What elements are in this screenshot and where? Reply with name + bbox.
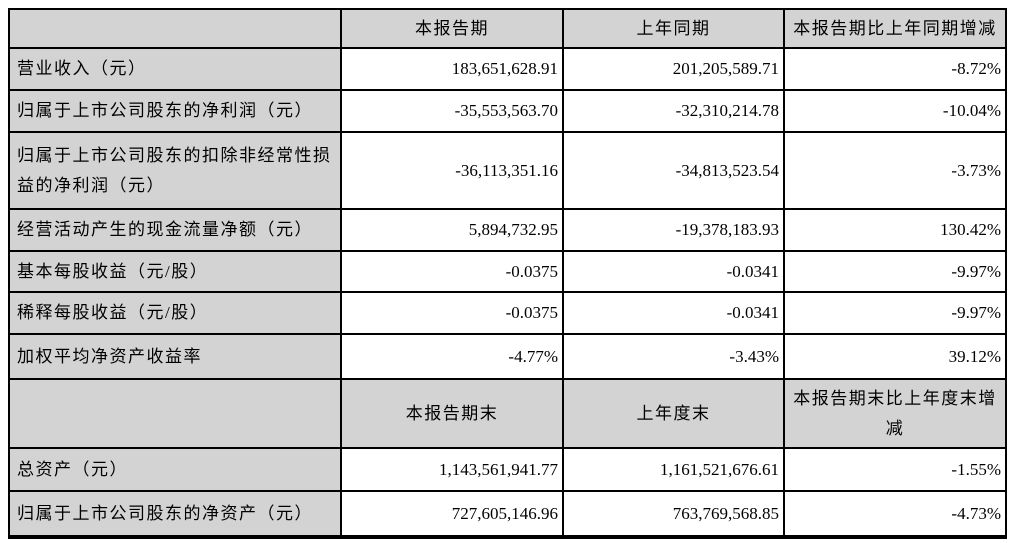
- header-period-change: 本报告期比上年同期增减: [783, 8, 1007, 49]
- row-label: 归属于上市公司股东的净资产（元）: [8, 490, 342, 539]
- row-label: 总资产（元）: [8, 447, 342, 492]
- table-row: 稀释每股收益（元/股） -0.0375 -0.0341 -9.97%: [8, 291, 1007, 335]
- section2-header-row: 本报告期末 上年度末 本报告期末比上年度末增减: [8, 378, 1007, 449]
- header-prior-period: 上年同期: [562, 8, 785, 49]
- row-label: 营业收入（元）: [8, 47, 342, 91]
- corner-cell: [8, 8, 342, 49]
- row-prior-value: -0.0341: [562, 291, 785, 335]
- row-prior-value: -19,378,183.93: [562, 208, 785, 252]
- row-change-value: -8.72%: [783, 47, 1007, 91]
- table-row: 总资产（元） 1,143,561,941.77 1,161,521,676.61…: [8, 447, 1007, 492]
- row-label: 经营活动产生的现金流量净额（元）: [8, 208, 342, 252]
- row-prior-value: 763,769,568.85: [562, 490, 785, 539]
- row-label: 加权平均净资产收益率: [8, 333, 342, 380]
- row-change-value: -1.55%: [783, 447, 1007, 492]
- header-period-end-change: 本报告期末比上年度末增减: [783, 378, 1007, 449]
- table-row: 基本每股收益（元/股） -0.0375 -0.0341 -9.97%: [8, 250, 1007, 293]
- row-change-value: 39.12%: [783, 333, 1007, 380]
- row-label: 基本每股收益（元/股）: [8, 250, 342, 293]
- row-current-value: -35,553,563.70: [340, 89, 564, 133]
- header-current-period-end: 本报告期末: [340, 378, 564, 449]
- table-row: 归属于上市公司股东的扣除非经常性损益的净利润（元） -36,113,351.16…: [8, 131, 1007, 210]
- corner-cell: [8, 378, 342, 449]
- row-label: 归属于上市公司股东的净利润（元）: [8, 89, 342, 133]
- row-change-value: -4.73%: [783, 490, 1007, 539]
- row-current-value: -0.0375: [340, 250, 564, 293]
- row-change-value: 130.42%: [783, 208, 1007, 252]
- row-current-value: -36,113,351.16: [340, 131, 564, 210]
- header-current-period: 本报告期: [340, 8, 564, 49]
- section1-header-row: 本报告期 上年同期 本报告期比上年同期增减: [8, 8, 1007, 49]
- table-row: 加权平均净资产收益率 -4.77% -3.43% 39.12%: [8, 333, 1007, 380]
- header-prior-year-end: 上年度末: [562, 378, 785, 449]
- row-prior-value: 201,205,589.71: [562, 47, 785, 91]
- row-change-value: -9.97%: [783, 291, 1007, 335]
- row-change-value: -3.73%: [783, 131, 1007, 210]
- table-row: 归属于上市公司股东的净资产（元） 727,605,146.96 763,769,…: [8, 490, 1007, 539]
- row-current-value: 727,605,146.96: [340, 490, 564, 539]
- table-row: 经营活动产生的现金流量净额（元） 5,894,732.95 -19,378,18…: [8, 208, 1007, 252]
- row-current-value: 5,894,732.95: [340, 208, 564, 252]
- row-current-value: 183,651,628.91: [340, 47, 564, 91]
- table-row: 归属于上市公司股东的净利润（元） -35,553,563.70 -32,310,…: [8, 89, 1007, 133]
- row-prior-value: -3.43%: [562, 333, 785, 380]
- row-change-value: -10.04%: [783, 89, 1007, 133]
- row-prior-value: -34,813,523.54: [562, 131, 785, 210]
- row-prior-value: -0.0341: [562, 250, 785, 293]
- table-row: 营业收入（元） 183,651,628.91 201,205,589.71 -8…: [8, 47, 1007, 91]
- row-current-value: -4.77%: [340, 333, 564, 380]
- row-current-value: -0.0375: [340, 291, 564, 335]
- row-current-value: 1,143,561,941.77: [340, 447, 564, 492]
- row-change-value: -9.97%: [783, 250, 1007, 293]
- row-label: 归属于上市公司股东的扣除非经常性损益的净利润（元）: [8, 131, 342, 210]
- row-label: 稀释每股收益（元/股）: [8, 291, 342, 335]
- row-prior-value: -32,310,214.78: [562, 89, 785, 133]
- row-prior-value: 1,161,521,676.61: [562, 447, 785, 492]
- key-financial-data-table: 本报告期 上年同期 本报告期比上年同期增减 营业收入（元） 183,651,62…: [8, 8, 1007, 539]
